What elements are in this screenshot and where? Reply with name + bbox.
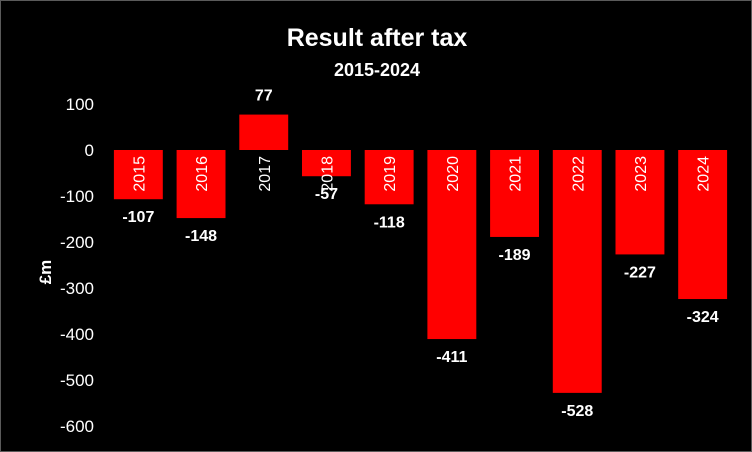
- x-tick-label: 2020: [445, 156, 462, 192]
- data-labels: -107 -148 77 -57 -118 -411 -189 -528 -227 -324: [122, 88, 718, 420]
- x-tick-label: 2023: [633, 156, 650, 192]
- x-tick-label: 2024: [696, 156, 713, 192]
- x-tick-label: 2016: [194, 156, 211, 192]
- data-label: 77: [255, 88, 273, 105]
- bar: [176, 150, 226, 219]
- bar: [552, 150, 602, 393]
- bar: [301, 150, 351, 177]
- category-labels: 2015 2016 2017 2018 2019 2020 2021 2022 2023 2024: [131, 156, 712, 192]
- x-tick-label: 2019: [382, 156, 399, 192]
- x-tick-label: 2018: [319, 156, 336, 192]
- bar: [490, 150, 540, 237]
- bar: [364, 150, 414, 205]
- y-tick-label: -500: [60, 371, 94, 390]
- x-tick-label: 2015: [131, 156, 148, 192]
- bars-group: [113, 114, 728, 393]
- x-tick-label: 2017: [257, 156, 274, 192]
- y-tick-label: -100: [60, 187, 94, 206]
- y-tick-label: 100: [66, 95, 94, 114]
- bar: [615, 150, 665, 255]
- y-tick-label: -200: [60, 233, 94, 252]
- y-tick-label: -300: [60, 279, 94, 298]
- data-label: -118: [374, 214, 405, 231]
- data-label: -189: [499, 247, 531, 264]
- y-axis-label: £m: [36, 260, 55, 285]
- bar: [239, 114, 289, 150]
- bar: [678, 150, 728, 300]
- x-tick-label: 2021: [508, 156, 525, 192]
- chart-title: Result after tax: [287, 24, 468, 52]
- data-label: -148: [185, 228, 217, 245]
- data-label: -528: [561, 403, 593, 420]
- bar: [427, 150, 477, 340]
- data-label: -411: [436, 349, 467, 366]
- data-label: -107: [122, 209, 154, 226]
- chart-subtitle: 2015-2024: [334, 60, 420, 80]
- y-tick-label: -400: [60, 325, 94, 344]
- x-tick-label: 2022: [570, 156, 587, 192]
- data-label: -57: [315, 186, 338, 203]
- y-tick-label: 0: [85, 141, 94, 160]
- y-axis-ticks: 100 0 -100 -200 -300 -400 -500 -600: [60, 95, 94, 436]
- bar: [113, 150, 163, 200]
- data-label: -227: [624, 264, 656, 281]
- y-tick-label: -600: [60, 417, 94, 436]
- data-label: -324: [687, 309, 719, 326]
